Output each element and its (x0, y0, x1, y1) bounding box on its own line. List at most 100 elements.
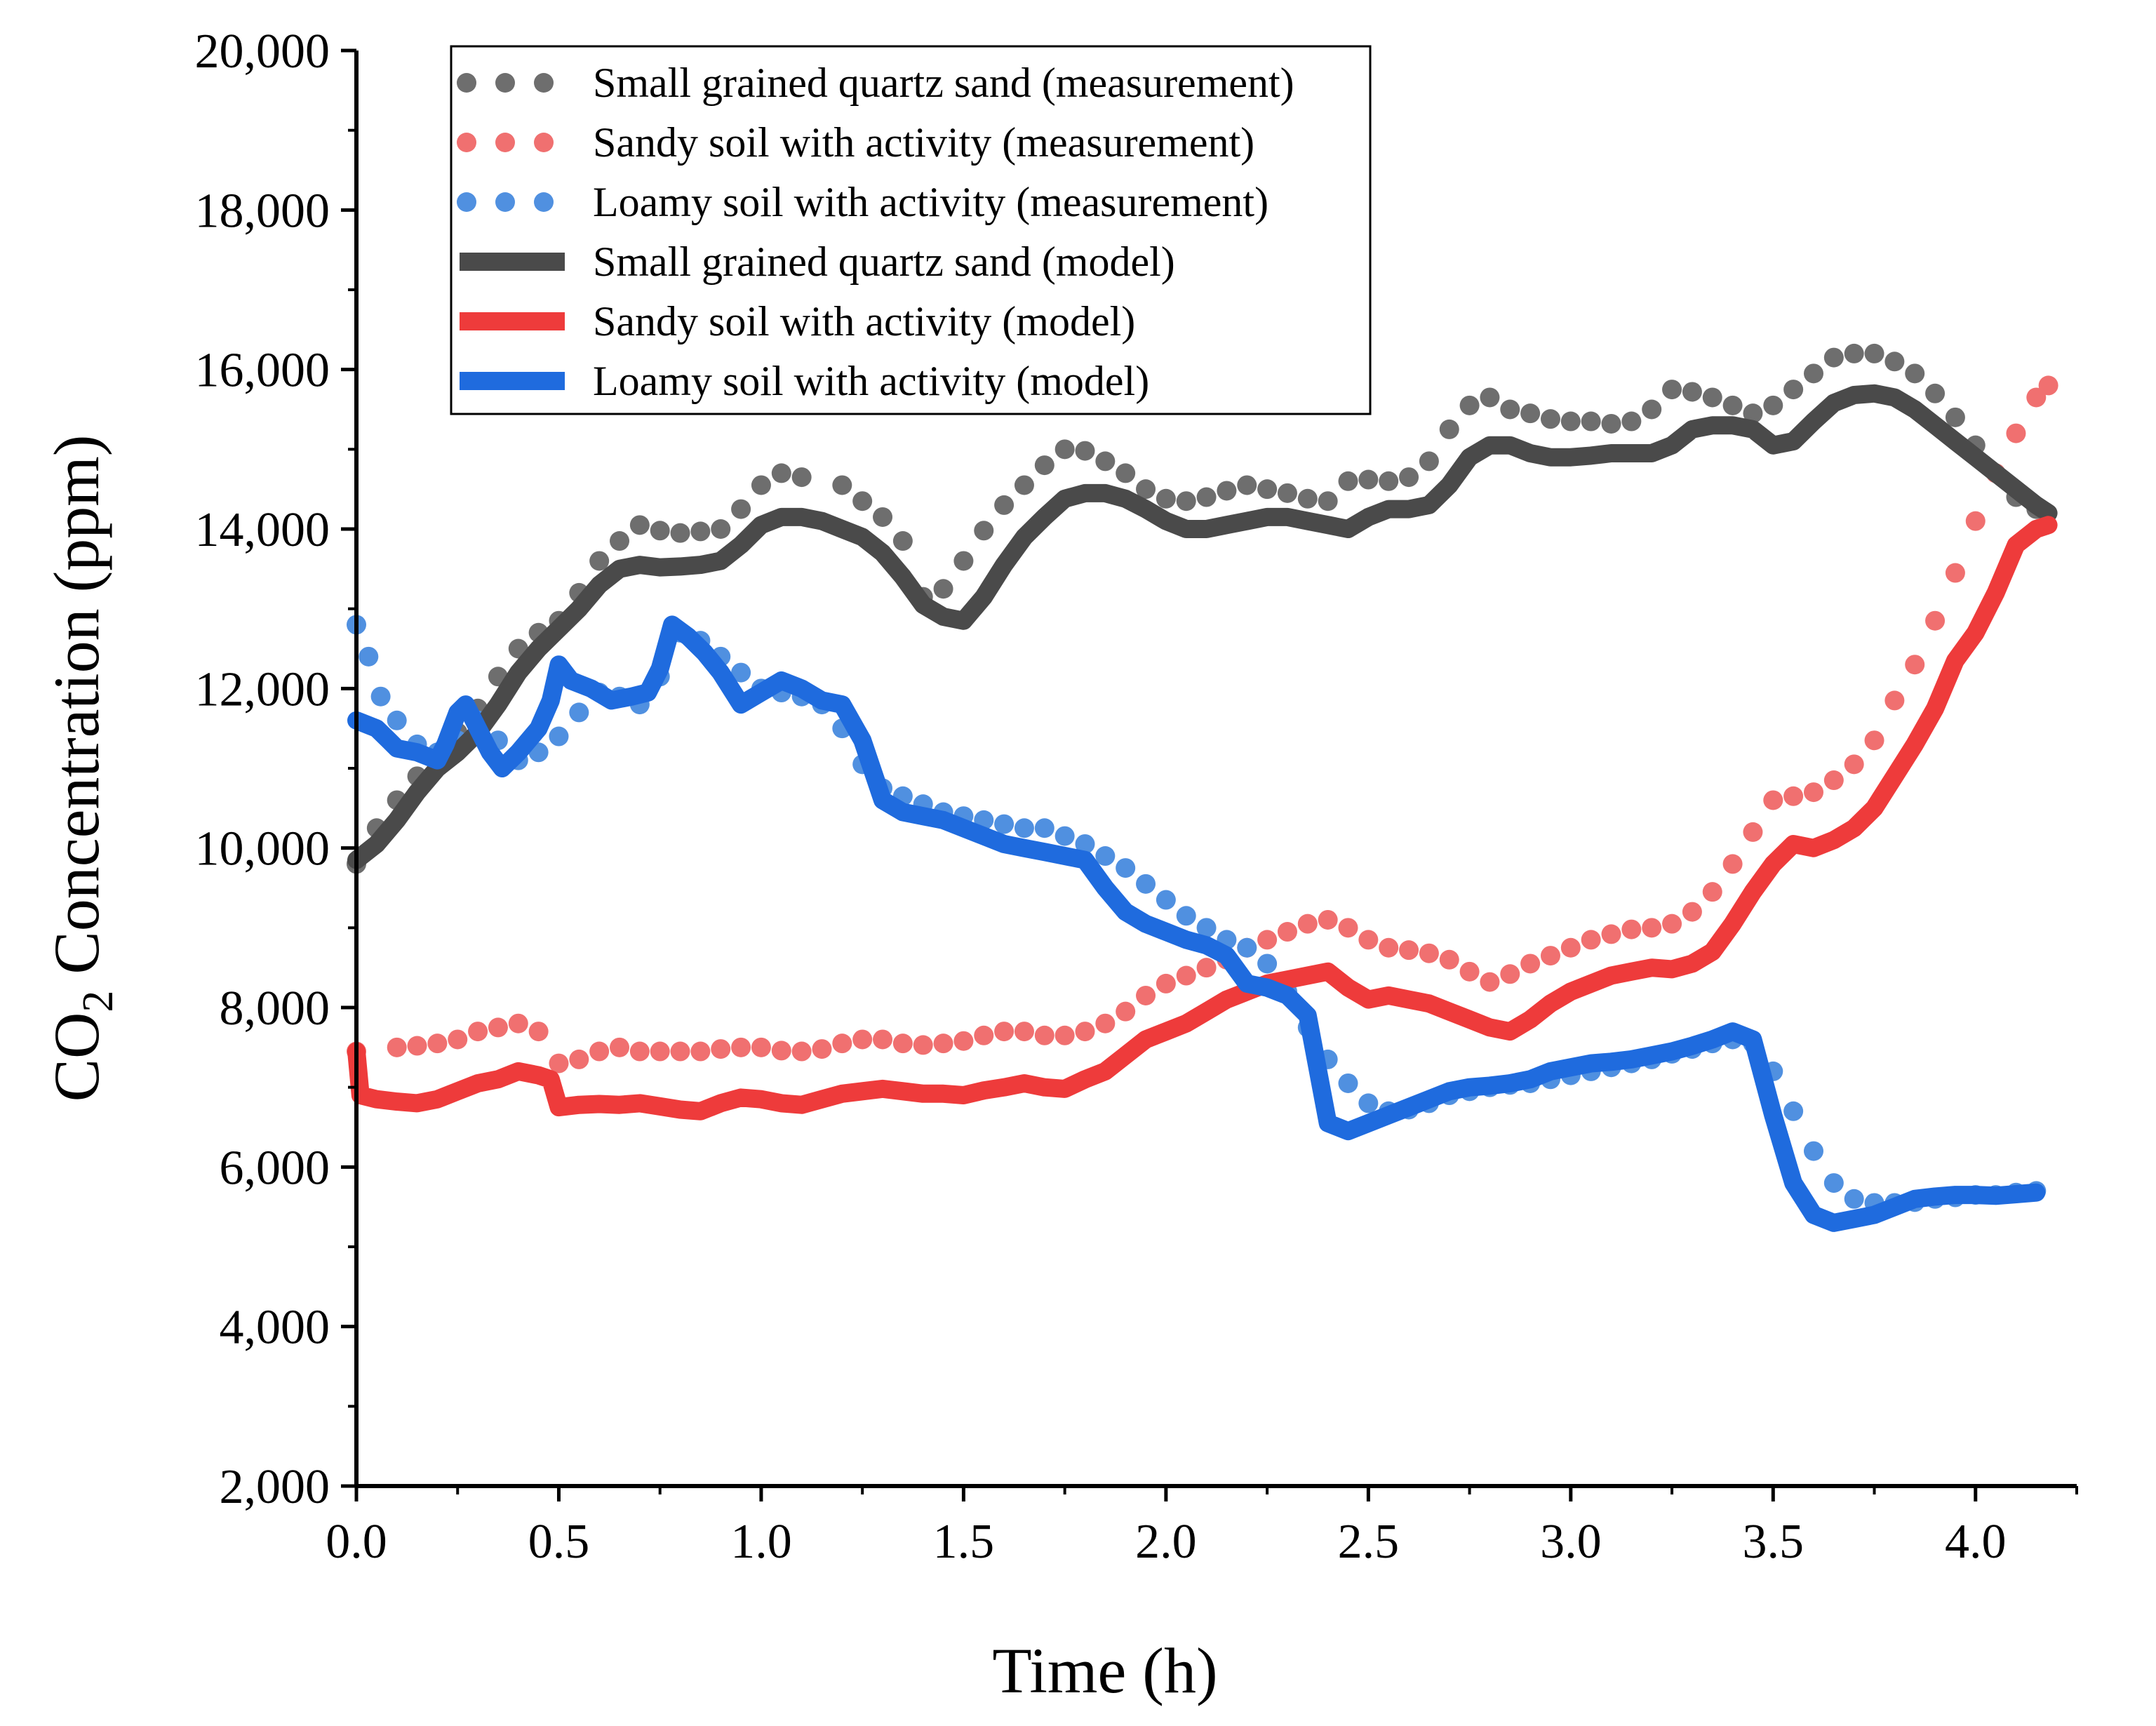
data-point (1945, 407, 1965, 427)
data-point (1318, 491, 1338, 511)
data-point (1075, 1022, 1095, 1042)
data-point (1257, 954, 1278, 974)
data-point (731, 1037, 751, 1057)
data-point (387, 710, 407, 730)
y-tick-label: 16,000 (195, 344, 330, 398)
y-tick-label: 10,000 (195, 822, 330, 876)
legend-marker-dot (495, 133, 515, 152)
data-point (1459, 961, 1480, 982)
y-tick-label: 14,000 (195, 503, 330, 557)
data-point (1439, 419, 1459, 439)
data-point (690, 1041, 711, 1062)
x-tick-label: 3.5 (1743, 1515, 1805, 1569)
data-point (1054, 1025, 1075, 1045)
data-point (1419, 943, 1439, 963)
legend-marker-dot (457, 133, 476, 152)
y-axis-title-main: CO (41, 1012, 112, 1102)
data-point (913, 1035, 933, 1055)
data-point (1905, 655, 1925, 675)
data-point (1034, 818, 1054, 838)
data-point (953, 551, 974, 571)
data-point (589, 551, 610, 571)
data-point (1540, 409, 1560, 429)
x-tick-label: 1.0 (730, 1515, 792, 1569)
data-point (852, 1029, 873, 1050)
data-point (1034, 455, 1054, 476)
data-point (1743, 403, 1763, 424)
data-point (1884, 690, 1905, 711)
legend-box (450, 45, 1372, 415)
data-point (1136, 985, 1156, 1005)
data-point (569, 1049, 589, 1069)
data-point (1621, 411, 1642, 432)
y-axis-title: CO2 Concentration (ppm) (41, 435, 122, 1102)
data-point (1884, 352, 1905, 372)
data-point (1439, 949, 1459, 970)
data-point (1277, 922, 1297, 942)
data-point (1034, 1025, 1054, 1045)
data-point (1783, 1101, 1804, 1121)
data-point (1176, 491, 1196, 511)
data-point (1095, 1013, 1116, 1033)
data-point (1379, 471, 1399, 491)
data-point (751, 1037, 771, 1057)
data-point (731, 499, 751, 519)
data-point (1095, 451, 1116, 471)
data-point (832, 1033, 852, 1054)
data-point (1176, 906, 1196, 926)
data-point (974, 521, 994, 541)
y-ticks: 2,000 4,000 6,000 8,000 10,000 12,000 14,000 16… (195, 25, 356, 1514)
data-point (1925, 383, 1946, 403)
legend-marker-dot (534, 192, 554, 212)
data-point (1358, 930, 1379, 950)
data-point (1803, 782, 1823, 803)
data-point (933, 579, 953, 599)
data-point (1399, 467, 1419, 488)
data-point (1480, 972, 1500, 992)
legend-marker-dot (534, 73, 554, 93)
data-point (1560, 937, 1581, 958)
data-point (1662, 914, 1682, 934)
data-point (650, 1041, 670, 1062)
data-point (1156, 488, 1176, 509)
data-point (933, 1033, 953, 1054)
data-point (1905, 363, 1925, 384)
data-point (1621, 919, 1642, 939)
data-point (832, 475, 852, 495)
data-point (1823, 1173, 1844, 1193)
data-point (629, 1041, 650, 1062)
y-tick-label: 4,000 (220, 1301, 330, 1355)
data-point (994, 1022, 1015, 1042)
data-point (873, 507, 893, 527)
data-point (427, 1033, 448, 1054)
data-point (1560, 411, 1581, 432)
data-point (670, 523, 690, 543)
y-tick-label: 12,000 (195, 662, 330, 716)
data-point (569, 702, 589, 723)
measurement-series (347, 375, 2058, 1073)
data-point (1136, 874, 1156, 894)
data-point (1823, 347, 1844, 368)
data-point (1459, 395, 1480, 415)
data-point (2038, 375, 2058, 396)
legend-item: Loamy soil with activity (measurement) (457, 179, 1268, 225)
x-tick-label: 4.0 (1945, 1515, 2007, 1569)
data-point (1257, 479, 1278, 500)
data-point (1722, 854, 1743, 874)
data-point (771, 463, 791, 483)
legend-item: Sandy soil with activity (measurement) (457, 119, 1254, 166)
data-point (1702, 387, 1722, 408)
data-point (1217, 481, 1237, 501)
data-point (1358, 1093, 1379, 1113)
data-point (1823, 770, 1844, 791)
data-point (1297, 488, 1318, 509)
data-point (468, 1022, 488, 1042)
data-point (650, 521, 670, 541)
data-point (1601, 413, 1621, 434)
data-point (370, 686, 391, 707)
data-point (359, 646, 379, 667)
data-point (1014, 475, 1034, 495)
data-point (589, 1041, 610, 1062)
data-point (791, 1041, 812, 1062)
data-point (1844, 754, 1864, 775)
